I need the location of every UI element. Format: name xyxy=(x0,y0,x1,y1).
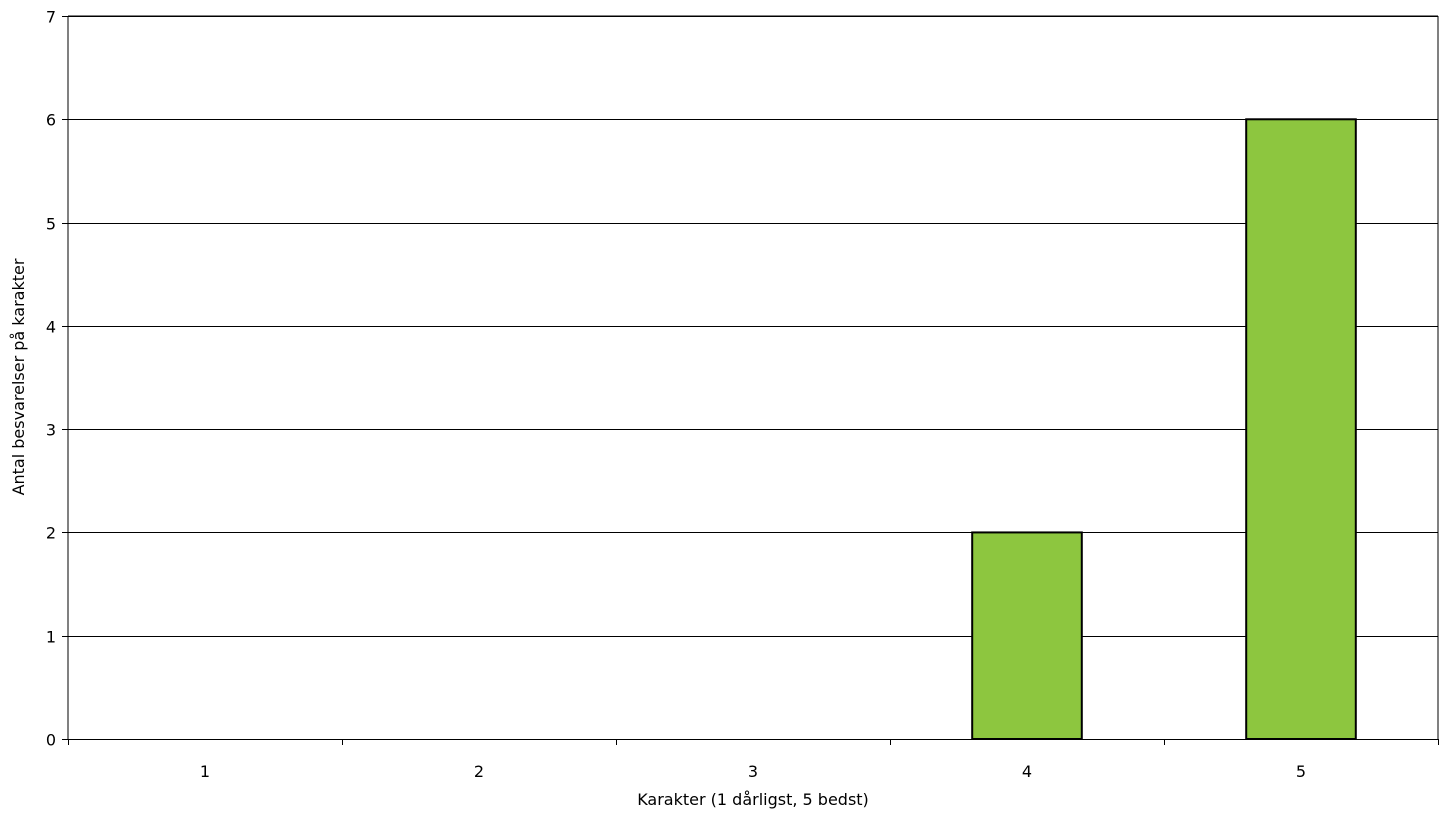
y-tick-label-2: 2 xyxy=(46,524,56,543)
bar-4 xyxy=(971,531,1083,741)
x-tick-label-5: 5 xyxy=(1296,762,1306,781)
y-tick-label-3: 3 xyxy=(46,421,56,440)
x-tick-labels: 1 2 3 4 5 xyxy=(200,762,1306,781)
x-tick-label-1: 1 xyxy=(200,762,210,781)
y-tick-labels: 0 1 2 3 4 5 6 7 xyxy=(46,8,56,750)
x-tick-label-3: 3 xyxy=(748,762,758,781)
axes xyxy=(62,15,1439,745)
x-tick-label-2: 2 xyxy=(474,762,484,781)
gridlines xyxy=(68,16,1438,637)
y-tick-label-7: 7 xyxy=(46,8,56,27)
x-axis-title: Karakter (1 dårligst, 5 bedst) xyxy=(637,790,869,809)
bar-5 xyxy=(1245,118,1357,741)
y-tick-label-6: 6 xyxy=(46,111,56,130)
y-axis-title: Antal besvarelser på karakter xyxy=(9,258,28,495)
y-tick-label-4: 4 xyxy=(46,318,56,337)
y-tick-label-5: 5 xyxy=(46,215,56,234)
y-tick-label-0: 0 xyxy=(46,731,56,750)
x-tick-label-4: 4 xyxy=(1022,762,1032,781)
y-tick-label-1: 1 xyxy=(46,628,56,647)
